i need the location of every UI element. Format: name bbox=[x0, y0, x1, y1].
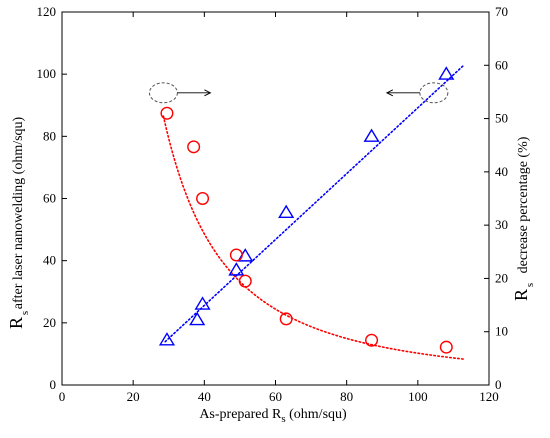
circle-point bbox=[279, 312, 293, 326]
arrow-left-icon bbox=[385, 89, 394, 97]
circle-point bbox=[160, 106, 174, 120]
axes bbox=[61, 11, 490, 386]
right-y-tick-label: 40 bbox=[495, 164, 508, 179]
right-y-tick-label: 20 bbox=[495, 270, 508, 285]
triangle-point bbox=[278, 204, 295, 219]
triangle-point bbox=[363, 128, 380, 142]
x-axis-title-prefix: As-prepared R bbox=[199, 407, 282, 422]
left-y-axis-text: after laser nanowelding (ohm/squ) bbox=[11, 116, 26, 309]
left-y-tick-label: 0 bbox=[50, 377, 57, 392]
circle-point bbox=[439, 340, 453, 354]
triangle-point bbox=[189, 311, 206, 326]
right-y-axis-sub: s bbox=[524, 283, 536, 287]
annotations bbox=[148, 82, 449, 104]
left-y-tick-label: 20 bbox=[43, 315, 56, 330]
right-y-tick-label: 30 bbox=[495, 217, 508, 232]
right-y-tick-label: 50 bbox=[495, 111, 508, 126]
right-y-tick-label: 0 bbox=[495, 377, 502, 392]
right-y-axis-title-group: R s decrease percentage (%) bbox=[511, 136, 536, 301]
circle-point bbox=[187, 140, 201, 154]
left-y-tick-label: 60 bbox=[43, 191, 56, 206]
left-y-tick-label: 100 bbox=[37, 66, 57, 81]
triangle-point bbox=[194, 296, 211, 310]
arrow-right-icon bbox=[204, 89, 212, 97]
x-tick-label: 60 bbox=[269, 389, 282, 404]
tick-labels: 0 20 40 60 80 100 1200204060801001200102030405… bbox=[37, 4, 509, 404]
left-y-axis-symbol: R bbox=[6, 317, 26, 329]
x-axis-title-sub: s bbox=[281, 413, 285, 425]
circle-point bbox=[238, 274, 252, 288]
circle-point bbox=[196, 191, 210, 205]
triangle-point bbox=[158, 332, 176, 346]
x-tick-label: 80 bbox=[340, 389, 353, 404]
x-tick-label: 40 bbox=[198, 389, 211, 404]
fit-lines bbox=[162, 64, 465, 360]
circle-point bbox=[229, 248, 243, 262]
x-tick-label: 120 bbox=[479, 389, 499, 404]
right-y-tick-label: 70 bbox=[495, 4, 508, 19]
plot-frame bbox=[61, 11, 490, 386]
x-axis-title-suffix: (ohm/squ) bbox=[286, 407, 347, 422]
left-y-axis-title-group: R s after laser nanowelding (ohm/squ) bbox=[6, 116, 31, 329]
x-tick-label: 100 bbox=[408, 389, 428, 404]
x-axis-title: As-prepared Rs (ohm/squ) bbox=[199, 407, 347, 425]
right-y-tick-label: 10 bbox=[495, 324, 508, 339]
left-y-tick-label: 40 bbox=[43, 253, 56, 268]
right-y-axis-symbol: R bbox=[511, 289, 531, 301]
left-y-axis-sub: s bbox=[19, 311, 31, 315]
right-y-axis-text: decrease percentage (%) bbox=[516, 136, 531, 273]
right-y-tick-label: 60 bbox=[495, 57, 508, 72]
left-y-tick-label: 120 bbox=[37, 4, 57, 19]
x-tick-label: 20 bbox=[127, 389, 140, 404]
triangle-point bbox=[438, 66, 455, 80]
circle-point bbox=[365, 333, 379, 347]
triangle-point bbox=[228, 262, 245, 276]
data-marks bbox=[158, 66, 455, 354]
annotation-ellipse bbox=[148, 82, 178, 104]
left-y-tick-label: 80 bbox=[43, 128, 56, 143]
fit-line-decrease bbox=[162, 115, 465, 360]
x-tick-label: 0 bbox=[59, 389, 66, 404]
fit-line-after-welding bbox=[164, 64, 465, 343]
